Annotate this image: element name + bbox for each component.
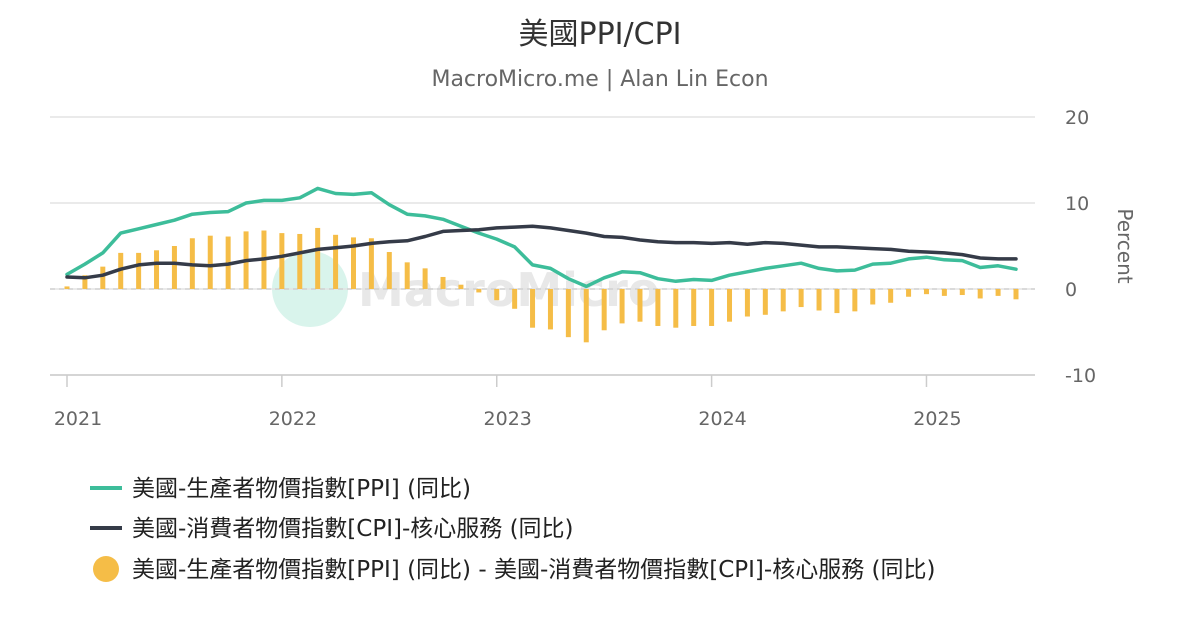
bar[interactable] — [386, 252, 392, 289]
bar[interactable] — [1013, 289, 1019, 300]
bar[interactable] — [888, 289, 894, 303]
bar[interactable] — [816, 289, 822, 311]
bar[interactable] — [458, 284, 464, 289]
bar[interactable] — [923, 289, 929, 295]
bar[interactable] — [834, 289, 840, 314]
legend: 美國-生產者物價指數[PPI] (同比) 美國-消費者物價指數[CPI]-核心服… — [90, 476, 935, 583]
bar[interactable] — [744, 289, 750, 317]
legend-label-spread: 美國-生產者物價指數[PPI] (同比) - 美國-消費者物價指數[CPI]-核… — [132, 557, 935, 583]
bar[interactable] — [279, 233, 285, 289]
bar[interactable] — [709, 289, 715, 326]
legend-label-cpi: 美國-消費者物價指數[CPI]-核心服務 (同比) — [132, 516, 574, 542]
line-series — [65, 186, 1018, 289]
legend-label-ppi: 美國-生產者物價指數[PPI] (同比) — [132, 476, 471, 502]
bar[interactable] — [368, 238, 374, 289]
bar[interactable] — [798, 289, 804, 308]
bar[interactable] — [64, 286, 70, 289]
legend-item-spread[interactable]: 美國-生產者物價指數[PPI] (同比) - 美國-消費者物價指數[CPI]-核… — [93, 556, 935, 583]
y-tick-label: 0 — [1065, 279, 1077, 301]
chart-subtitle: MacroMicro.me | Alan Lin Econ — [431, 67, 768, 92]
bar[interactable] — [171, 246, 177, 289]
y-tick-label: 10 — [1065, 193, 1089, 215]
bar[interactable] — [780, 289, 786, 312]
bar[interactable] — [941, 289, 947, 296]
bar[interactable] — [530, 289, 536, 328]
bar[interactable] — [100, 266, 106, 289]
legend-dot-icon — [93, 556, 119, 582]
bar[interactable] — [959, 289, 965, 296]
bar[interactable] — [637, 289, 643, 322]
bar[interactable] — [315, 227, 321, 289]
bar[interactable] — [207, 235, 213, 289]
bar[interactable] — [154, 250, 160, 289]
bar[interactable] — [673, 289, 679, 328]
bar[interactable] — [333, 234, 339, 289]
bar[interactable] — [852, 289, 858, 312]
x-tick-label: 2021 — [54, 408, 102, 430]
watermark-text: MacroMicro — [358, 263, 659, 317]
bar[interactable] — [691, 289, 697, 326]
bar[interactable] — [977, 289, 983, 299]
bar[interactable] — [476, 289, 482, 293]
legend-item-cpi-core-services[interactable]: 美國-消費者物價指數[CPI]-核心服務 (同比) — [90, 516, 574, 542]
grid — [50, 116, 1035, 376]
x-tick-label: 2023 — [484, 408, 532, 430]
series-line-ppi[interactable] — [65, 186, 1018, 289]
x-tick-label: 2024 — [698, 408, 746, 430]
bar[interactable] — [619, 289, 625, 324]
y-tick-label: 20 — [1065, 107, 1089, 129]
legend-item-ppi[interactable]: 美國-生產者物價指數[PPI] (同比) — [90, 476, 471, 502]
y-tick-label: -10 — [1065, 365, 1096, 387]
bar[interactable] — [440, 276, 446, 289]
x-axis: 2021 2022 2023 2024 2025 — [54, 375, 962, 430]
bar[interactable] — [422, 268, 428, 289]
bar[interactable] — [547, 289, 553, 330]
bar[interactable] — [404, 262, 410, 289]
bar[interactable] — [350, 237, 356, 289]
series-line-cpi-core-services[interactable] — [65, 224, 1018, 280]
x-tick-label: 2025 — [913, 408, 961, 430]
bar[interactable] — [583, 289, 589, 343]
bar[interactable] — [136, 252, 142, 289]
bar[interactable] — [512, 289, 518, 309]
bar[interactable] — [906, 289, 912, 297]
y-axis: 20 10 0 -10 — [1065, 107, 1096, 387]
bar[interactable] — [494, 289, 500, 301]
bar[interactable] — [601, 289, 607, 331]
y-axis-title: Percent — [1113, 208, 1137, 283]
bar[interactable] — [655, 289, 661, 326]
bar[interactable] — [995, 289, 1001, 296]
bar[interactable] — [762, 289, 768, 315]
x-tick-label: 2022 — [269, 408, 317, 430]
bar[interactable] — [870, 289, 876, 305]
bar[interactable] — [565, 289, 571, 338]
bar[interactable] — [82, 275, 88, 289]
bar[interactable] — [727, 289, 733, 322]
bar[interactable] — [297, 233, 303, 289]
chart-title: 美國PPI/CPI — [518, 17, 681, 52]
